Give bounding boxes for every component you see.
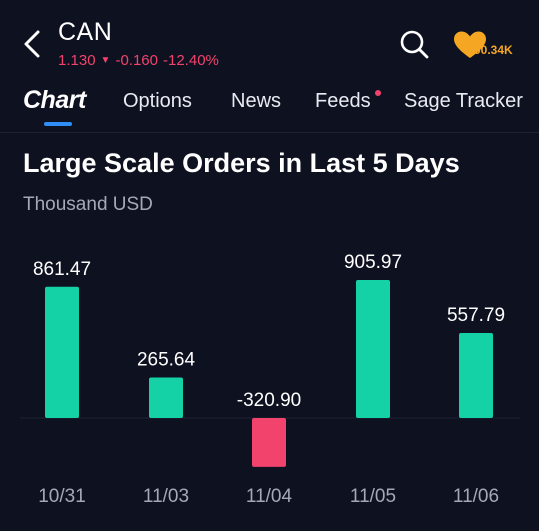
x-tick-label: 11/04 bbox=[246, 486, 293, 507]
back-arrow-icon[interactable] bbox=[18, 26, 46, 62]
tab-bar: Chart Options News Feeds Sage Tracker bbox=[0, 80, 539, 130]
header-divider bbox=[0, 132, 539, 133]
active-tab-indicator bbox=[44, 122, 72, 126]
data-label-11/04: -320.90 bbox=[237, 390, 301, 411]
tab-sage-tracker[interactable]: Sage Tracker bbox=[404, 90, 523, 112]
chart-unit-label: Thousand USD bbox=[23, 194, 153, 215]
bar-11/05[interactable] bbox=[356, 280, 390, 418]
x-tick-label: 11/03 bbox=[143, 486, 189, 507]
price-change-percent: -12.40% bbox=[163, 52, 219, 69]
tab-feeds[interactable]: Feeds bbox=[315, 90, 371, 112]
orders-bar-chart: 861.47 10/31 265.64 11/03 -320.90 11/04 905.97… bbox=[20, 252, 520, 507]
tab-options[interactable]: Options bbox=[123, 90, 192, 112]
heart-icon bbox=[454, 31, 486, 58]
search-icon[interactable] bbox=[398, 28, 430, 60]
bar-11/06[interactable] bbox=[459, 333, 493, 418]
tab-news[interactable]: News bbox=[231, 90, 282, 112]
price-quote: 1.130 ▼ -0.160 -12.40% bbox=[58, 52, 219, 69]
feeds-notification-dot bbox=[375, 90, 381, 96]
chart-title: Large Scale Orders in Last 5 Days bbox=[23, 148, 460, 178]
data-label-10/31: 861.47 bbox=[33, 259, 91, 280]
favorite-button[interactable]: 90.34K bbox=[452, 28, 524, 62]
stock-header: CAN 1.130 ▼ -0.160 -12.40% 90.34K bbox=[0, 0, 539, 76]
bar-10/31[interactable] bbox=[45, 286, 79, 418]
x-tick-label: 10/31 bbox=[38, 486, 86, 507]
current-price: 1.130 bbox=[58, 52, 96, 69]
tab-chart[interactable]: Chart bbox=[23, 86, 86, 114]
favorite-count: 90.34K bbox=[474, 43, 513, 57]
down-arrow-icon: ▼ bbox=[100, 55, 111, 66]
ticker-symbol: CAN bbox=[58, 18, 113, 46]
data-label-11/06: 557.79 bbox=[447, 305, 505, 326]
bar-11/04[interactable] bbox=[252, 418, 286, 467]
price-change: -0.160 bbox=[115, 52, 158, 69]
data-label-11/05: 905.97 bbox=[344, 252, 402, 273]
x-tick-label: 11/06 bbox=[453, 486, 499, 507]
bar-11/03[interactable] bbox=[149, 377, 183, 418]
data-label-11/03: 265.64 bbox=[137, 350, 196, 371]
x-tick-label: 11/05 bbox=[350, 486, 396, 507]
